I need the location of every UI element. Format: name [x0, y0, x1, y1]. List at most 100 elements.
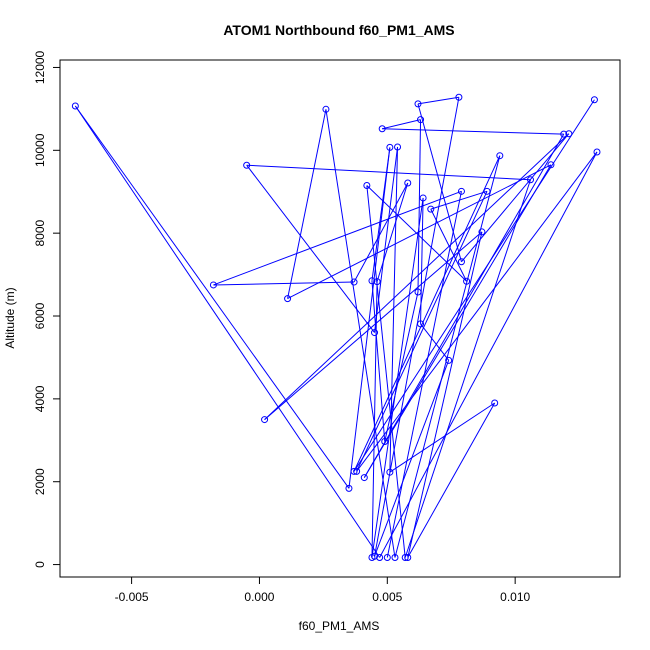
series-segment [374, 360, 450, 557]
y-tick-label: 4000 [33, 385, 47, 412]
series-segment [417, 96, 459, 105]
data-point [373, 278, 381, 286]
series-segment [353, 99, 595, 472]
data-point [417, 116, 425, 124]
data-point [350, 278, 358, 286]
data-point [455, 93, 463, 101]
series-segment [348, 147, 391, 489]
data-point [353, 467, 361, 475]
series-segment [246, 164, 375, 333]
data-point [394, 143, 402, 151]
x-tick-label: -0.005 [115, 590, 149, 604]
series-segment [264, 133, 570, 420]
series-segment [353, 182, 409, 283]
series-segment [363, 133, 565, 478]
x-tick-label: 0.005 [372, 590, 402, 604]
data-point [565, 130, 573, 138]
y-tick-label: 12000 [33, 50, 47, 84]
data-point [261, 416, 269, 424]
series-segment [74, 105, 350, 489]
data-point [209, 281, 217, 289]
series-segment [287, 109, 327, 299]
data-point [363, 182, 371, 190]
y-axis-label: Altitude (m) [3, 287, 17, 348]
series-segment [407, 402, 496, 558]
series-segment [366, 185, 467, 282]
x-axis-label: f60_PM1_AMS [299, 619, 380, 633]
data-point [445, 356, 453, 364]
series-lines [74, 96, 598, 558]
series-segment [376, 182, 409, 282]
data-point [457, 258, 465, 266]
series-segment [353, 155, 501, 472]
data-point [401, 554, 409, 562]
series-segment [420, 197, 424, 324]
data-point [368, 277, 376, 285]
series-segment [246, 164, 531, 181]
data-point [381, 438, 389, 446]
y-tick-label: 0 [33, 561, 47, 568]
x-axis: -0.005 0.000 0.005 0.010 [115, 576, 530, 604]
data-point [383, 554, 391, 562]
data-point [547, 161, 555, 169]
data-point [386, 468, 394, 476]
x-tick-label: 0.000 [244, 590, 274, 604]
data-point [414, 100, 422, 108]
series-segment [407, 231, 483, 558]
series-segment [461, 133, 570, 263]
data-point [483, 187, 491, 195]
data-point [414, 288, 422, 296]
data-point [590, 96, 598, 104]
chart-title: ATOM1 Northbound f60_PM1_AMS [223, 22, 454, 38]
series-segment [264, 231, 483, 420]
y-tick-label: 2000 [33, 468, 47, 495]
x-tick-label: 0.010 [500, 590, 530, 604]
data-point [463, 277, 471, 285]
data-point [360, 474, 368, 482]
y-axis: 0 2000 4000 6000 8000 10000 12000 [33, 50, 61, 568]
series-segment [213, 281, 355, 286]
data-point [478, 228, 486, 236]
data-point [391, 554, 399, 562]
data-point [419, 194, 427, 202]
series-segment [363, 164, 552, 478]
series-segment [213, 190, 462, 286]
series-segment [430, 208, 468, 282]
series-segment [379, 151, 598, 558]
series-segment [394, 155, 501, 558]
y-tick-label: 6000 [33, 302, 47, 329]
data-point [457, 187, 465, 195]
series-segment [382, 128, 564, 135]
data-point [491, 399, 499, 407]
series-segment [389, 402, 495, 473]
series-segment [356, 151, 598, 472]
data-point [593, 148, 601, 156]
series-segment [371, 281, 378, 558]
data-point [386, 143, 394, 151]
series-segment [430, 190, 488, 210]
y-tick-label: 10000 [33, 133, 47, 167]
data-point [368, 554, 376, 562]
series-segment [404, 179, 531, 558]
series-segment [356, 191, 488, 472]
data-point [371, 329, 379, 337]
series-points [71, 93, 601, 562]
data-point [71, 102, 79, 110]
series-segment [325, 109, 396, 558]
data-point [404, 554, 412, 562]
data-point [496, 152, 504, 160]
series-segment [389, 146, 399, 473]
data-point [404, 179, 412, 187]
series-segment [386, 191, 462, 558]
data-point [378, 125, 386, 133]
series-segment [374, 146, 399, 333]
data-point [322, 105, 330, 113]
data-point [350, 467, 358, 475]
data-point [376, 554, 384, 562]
data-point [417, 320, 425, 328]
series-segment [384, 291, 419, 442]
series-segment [420, 323, 450, 361]
series-segment [382, 119, 421, 130]
data-point [560, 130, 568, 138]
